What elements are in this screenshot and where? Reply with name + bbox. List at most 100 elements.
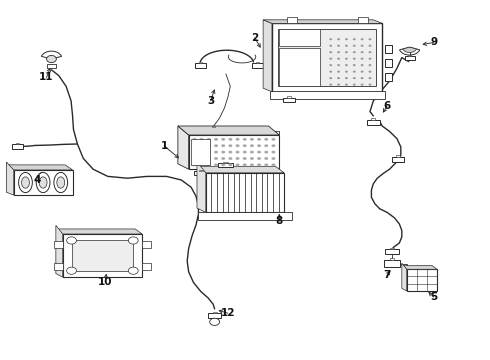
- Circle shape: [271, 163, 275, 166]
- Text: 4: 4: [33, 175, 41, 185]
- Circle shape: [361, 58, 364, 60]
- Circle shape: [228, 138, 232, 141]
- Circle shape: [250, 163, 254, 166]
- Circle shape: [243, 144, 246, 147]
- Bar: [198, 62, 202, 63]
- Bar: [72, 240, 133, 271]
- Circle shape: [345, 64, 348, 66]
- Polygon shape: [402, 266, 437, 269]
- Circle shape: [200, 150, 204, 153]
- Bar: [142, 241, 151, 248]
- Bar: [213, 312, 217, 313]
- Circle shape: [193, 150, 196, 153]
- Bar: [407, 269, 437, 291]
- Circle shape: [337, 64, 340, 66]
- Ellipse shape: [22, 177, 29, 188]
- Circle shape: [271, 150, 275, 153]
- Bar: [54, 263, 63, 270]
- Circle shape: [361, 71, 364, 73]
- Circle shape: [228, 150, 232, 153]
- Circle shape: [221, 157, 225, 160]
- Circle shape: [214, 157, 218, 160]
- Circle shape: [329, 71, 332, 73]
- Circle shape: [236, 163, 240, 166]
- Circle shape: [264, 138, 268, 141]
- Wedge shape: [41, 51, 62, 59]
- Polygon shape: [6, 162, 14, 195]
- Wedge shape: [403, 47, 416, 53]
- Bar: [371, 118, 375, 120]
- Ellipse shape: [54, 172, 68, 193]
- Circle shape: [236, 157, 240, 160]
- Circle shape: [271, 144, 275, 147]
- Bar: [206, 173, 284, 212]
- Circle shape: [257, 144, 261, 147]
- Bar: [405, 56, 415, 60]
- Circle shape: [337, 38, 340, 40]
- Circle shape: [368, 77, 371, 79]
- Bar: [385, 59, 392, 67]
- Circle shape: [361, 38, 364, 40]
- Bar: [194, 171, 208, 175]
- Circle shape: [221, 138, 225, 141]
- Bar: [287, 17, 297, 23]
- Circle shape: [353, 84, 356, 86]
- Circle shape: [345, 71, 348, 73]
- Circle shape: [337, 84, 340, 86]
- Circle shape: [345, 45, 348, 47]
- Text: 12: 12: [220, 308, 235, 318]
- Circle shape: [250, 144, 254, 147]
- Circle shape: [214, 150, 218, 153]
- Bar: [279, 29, 320, 46]
- Ellipse shape: [19, 172, 32, 193]
- Bar: [195, 63, 206, 68]
- Bar: [390, 258, 394, 260]
- Text: 1: 1: [161, 141, 168, 151]
- Circle shape: [353, 58, 356, 60]
- Bar: [283, 98, 295, 102]
- Bar: [212, 126, 215, 127]
- Circle shape: [207, 157, 211, 160]
- Circle shape: [193, 163, 196, 166]
- Ellipse shape: [57, 177, 65, 188]
- Circle shape: [214, 138, 218, 141]
- Circle shape: [361, 84, 364, 86]
- Text: 3: 3: [207, 96, 214, 106]
- Circle shape: [264, 157, 268, 160]
- Circle shape: [329, 84, 332, 86]
- Bar: [390, 248, 394, 249]
- Circle shape: [243, 138, 246, 141]
- Bar: [396, 155, 400, 157]
- Circle shape: [345, 51, 348, 53]
- Circle shape: [368, 38, 371, 40]
- Circle shape: [250, 150, 254, 153]
- Circle shape: [236, 150, 240, 153]
- Circle shape: [67, 267, 76, 274]
- Polygon shape: [56, 225, 63, 277]
- Circle shape: [368, 45, 371, 47]
- Circle shape: [257, 157, 261, 160]
- Bar: [14, 170, 73, 195]
- Polygon shape: [178, 126, 189, 169]
- Circle shape: [368, 58, 371, 60]
- Polygon shape: [56, 229, 142, 234]
- Circle shape: [250, 138, 254, 141]
- Ellipse shape: [39, 177, 47, 188]
- Bar: [63, 234, 142, 277]
- Circle shape: [337, 51, 340, 53]
- Bar: [385, 249, 399, 254]
- Circle shape: [257, 150, 261, 153]
- Circle shape: [345, 58, 348, 60]
- Circle shape: [214, 144, 218, 147]
- Circle shape: [250, 157, 254, 160]
- Circle shape: [257, 138, 261, 141]
- Bar: [16, 143, 19, 144]
- Circle shape: [67, 237, 76, 244]
- Polygon shape: [197, 166, 284, 173]
- Circle shape: [353, 77, 356, 79]
- Circle shape: [353, 71, 356, 73]
- Bar: [385, 73, 392, 81]
- Bar: [189, 131, 279, 135]
- Circle shape: [337, 77, 340, 79]
- Circle shape: [193, 157, 196, 160]
